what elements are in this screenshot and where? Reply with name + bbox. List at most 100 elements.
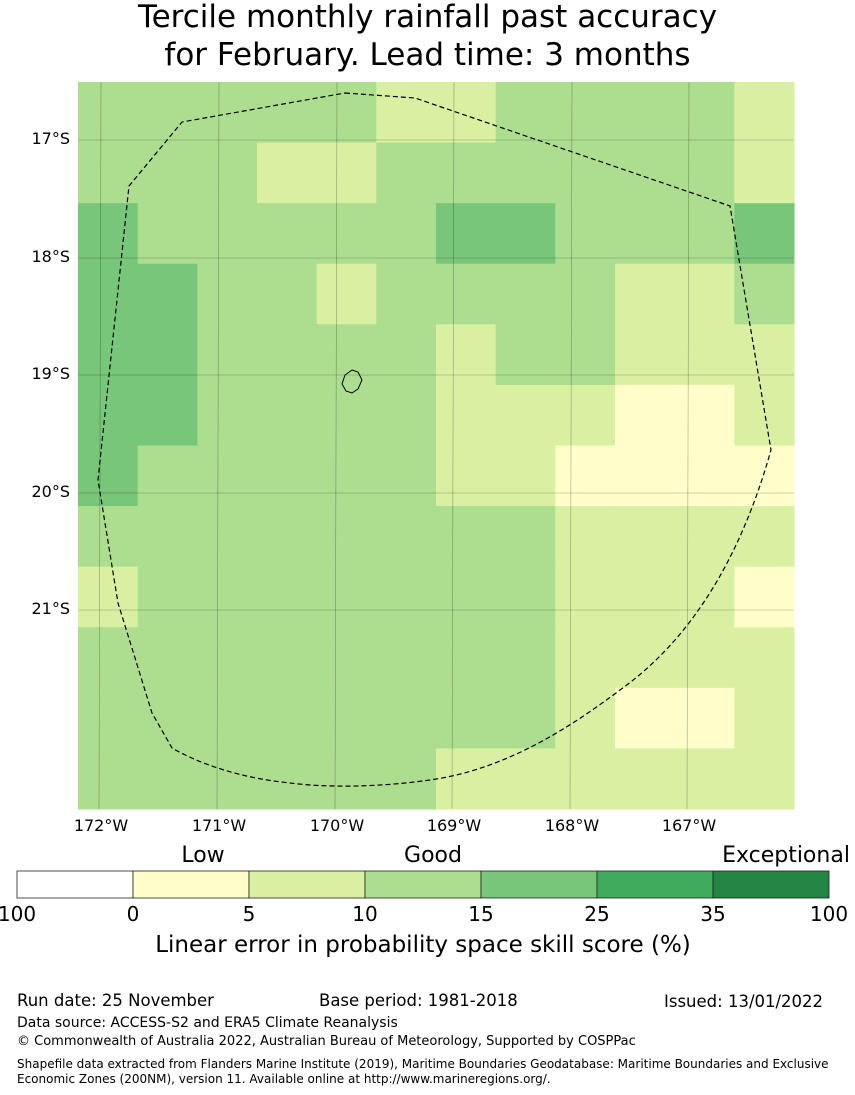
shapefile-credit-line-1: Shapefile data extracted from Flanders M… (17, 1057, 829, 1071)
grid-cell (257, 142, 318, 204)
grid-cell (674, 506, 735, 568)
grid-cell (555, 203, 616, 265)
longitude-label: 172°W (73, 816, 129, 835)
grid-cell (316, 384, 377, 446)
grid-cell (555, 324, 616, 386)
colorbar-category-good: Good (404, 843, 462, 868)
meridian-line (216, 81, 220, 810)
grid-cell (257, 324, 318, 386)
grid-cell (674, 82, 735, 144)
grid-cell (257, 203, 318, 265)
grid-cell (197, 203, 258, 265)
grid-cell (495, 324, 556, 386)
grid-cell (674, 566, 735, 628)
colorbar-tick-label: 15 (468, 902, 494, 926)
grid-cell (615, 82, 676, 144)
grid-cell (316, 506, 377, 568)
grid-cell (436, 445, 497, 507)
grid-cell (436, 203, 497, 265)
grid-cell (78, 566, 139, 628)
grid-cell (734, 687, 795, 749)
grid-cell (316, 203, 377, 265)
grid-cell (376, 506, 437, 568)
grid-cell (257, 263, 318, 325)
grid-cell (495, 142, 556, 204)
grid-cell (137, 627, 198, 689)
grid-cell (436, 324, 497, 386)
latitude-label: 21°S (31, 599, 70, 618)
grid-cell (197, 687, 258, 749)
grid-cell (674, 263, 735, 325)
grid-cell (197, 384, 258, 446)
grid-cell (495, 566, 556, 628)
meridian-line (98, 81, 102, 810)
grid-cell (257, 627, 318, 689)
grid-cell (137, 506, 198, 568)
grid-cell (495, 384, 556, 446)
grid-cell (555, 566, 616, 628)
grid-cell (495, 203, 556, 265)
grid-cell (436, 687, 497, 749)
grid-cell (316, 566, 377, 628)
grid-cell (615, 566, 676, 628)
grid-cell (734, 506, 795, 568)
data-source: Data source: ACCESS-S2 and ERA5 Climate … (17, 1015, 398, 1031)
grid-cell (257, 445, 318, 507)
grid-cell (436, 506, 497, 568)
grid-cell (674, 142, 735, 204)
grid-cell (615, 748, 676, 810)
eez-boundary (97, 92, 772, 787)
longitude-label: 167°W (661, 816, 717, 835)
longitude-label: 168°W (544, 816, 600, 835)
grid-cell (674, 627, 735, 689)
colorbar-tick-label: 35 (700, 902, 726, 926)
grid-cell (137, 748, 198, 810)
run-date: Run date: 25 November (17, 991, 214, 1010)
grid-cell (316, 687, 377, 749)
grid-cell (734, 445, 795, 507)
grid-cell (78, 384, 139, 446)
grid-cell (137, 82, 198, 144)
colorbar-label: Linear error in probability space skill … (155, 932, 691, 958)
grid-cell (197, 142, 258, 204)
grid-cell (78, 82, 139, 144)
grid-cell (436, 384, 497, 446)
grid-cell (674, 384, 735, 446)
title-line-2: for February. Lead time: 3 months (164, 37, 691, 73)
colorbar-block (364, 870, 482, 899)
grid-cell (137, 384, 198, 446)
grid-cell (137, 263, 198, 325)
grid-cell (316, 82, 377, 144)
grid-cell (376, 142, 437, 204)
grid-cell (615, 324, 676, 386)
grid-cell (734, 627, 795, 689)
grid-cell (734, 566, 795, 628)
grid-cell (376, 687, 437, 749)
grid-cell (376, 445, 437, 507)
grid-cell (615, 445, 676, 507)
grid-cell (78, 203, 139, 265)
grid-cell (734, 324, 795, 386)
grid-cell (78, 263, 139, 325)
longitude-label: 170°W (309, 816, 365, 835)
copyright: © Commonwealth of Australia 2022, Austra… (17, 1034, 636, 1049)
colorbar-block (596, 870, 714, 899)
grid-cell (316, 263, 377, 325)
lat-lon-gridlines (78, 81, 794, 810)
colorbar-block (16, 870, 134, 899)
grid-cell (495, 82, 556, 144)
grid-cell (197, 324, 258, 386)
colorbar-tick-label: 100 (809, 902, 849, 926)
grid-cell (436, 748, 497, 810)
grid-cell (197, 445, 258, 507)
grid-cell (137, 142, 198, 204)
issued-date: Issued: 13/01/2022 (664, 992, 824, 1011)
grid-cell (137, 324, 198, 386)
colorbar-block (480, 870, 598, 899)
meridian-line (686, 81, 690, 810)
colorbar-block (132, 870, 250, 899)
grid-cell (674, 445, 735, 507)
meridian-line (334, 81, 338, 810)
grid-cell (197, 627, 258, 689)
